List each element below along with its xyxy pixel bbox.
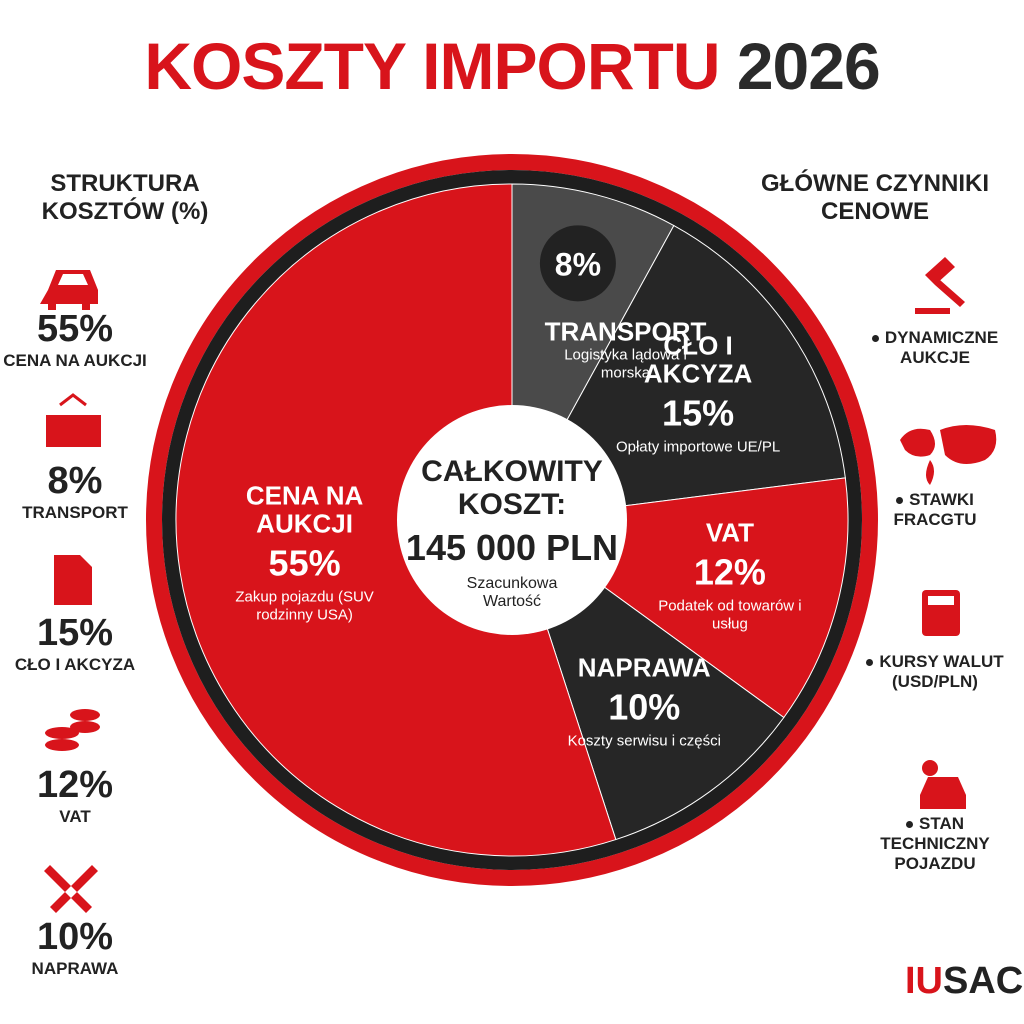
slice-label: CENA NA AUKCJI 55% Zakup pojazdu (SUV rodz… [220, 481, 390, 624]
slice-name: CENA NA AUKCJI [245, 480, 364, 539]
slice-desc: Podatek od towarów i usług [658, 597, 802, 633]
factor-item: DYNAMICZNE AUKCJE [860, 328, 1010, 368]
slice-percent: 8% [555, 246, 601, 282]
legend-icons [40, 270, 101, 913]
slice-percent: 10% [608, 686, 681, 728]
legend-item: 10% NAPRAWA [0, 916, 150, 979]
outer-ring [146, 154, 878, 886]
slice-percent: 15% [662, 392, 735, 434]
car-gear-icon [920, 777, 966, 809]
bullet [905, 821, 913, 829]
legend-name: VAT [59, 807, 91, 826]
center-note: Szacunkowa Wartość [466, 575, 558, 610]
legend-percent: 8% [47, 460, 103, 502]
slice-desc: Logistyka lądowa i morska [564, 346, 687, 382]
slice-percent: 55% [268, 542, 341, 584]
tools-icon [44, 865, 98, 913]
legend-item: 55% CENA NA AUKCJI [0, 308, 150, 371]
factor-icons [900, 257, 997, 809]
slice-label: CŁO I AKCYZA 15% Opłaty importowe UE/PL [613, 331, 783, 456]
calculator-screen [928, 596, 954, 605]
title: KOSZTY IMPORTU 2026 [0, 28, 1024, 104]
legend-name: TRANSPORT [22, 503, 128, 522]
legend-title: STRUKTURA KOSZTÓW (%) [41, 170, 209, 225]
slice-label: NAPRAWA 10% Koszty serwisu i części [559, 654, 729, 751]
legend-name: CŁO I AKCYZA [14, 655, 136, 674]
container-icon [46, 415, 101, 447]
slice-desc: Zakup pojazdu (SUV rodzinny USA) [235, 588, 374, 624]
factors-title: GŁÓWNE CZYNNIKI CENOWE [761, 170, 989, 225]
legend-item: 8% TRANSPORT [0, 460, 150, 523]
slice-label: TRANSPORT Logistyka lądowa i morska [541, 318, 711, 383]
legend-percent: 55% [36, 308, 114, 350]
slice-name: CŁO I AKCYZA [643, 329, 753, 389]
coins-icon [45, 727, 79, 739]
gear-icon [922, 760, 938, 776]
document-icon [54, 555, 92, 605]
factor-text: DYNAMICZNE AUKCJE [884, 328, 999, 367]
crane-icon [59, 393, 87, 407]
slice-percent: 12% [693, 551, 766, 593]
factor-text: STAN TECHNICZNY POJAZDU [880, 814, 990, 873]
legend-name: CENA NA AUKCJI [3, 351, 147, 370]
inner-ring [162, 170, 862, 870]
slice-name: TRANSPORT [544, 317, 707, 348]
logo-rest: SAC [943, 960, 1024, 1002]
factor-text: STAWKI FRACGTU [893, 490, 977, 529]
logo: IUSAC [905, 960, 1023, 1003]
legend-percent: 15% [36, 612, 114, 654]
legend-name: NAPRAWA [31, 959, 119, 978]
center-label: CAŁKOWITY KOSZT: 145 000 PLN Szacunkowa … [397, 455, 627, 611]
legend-item: 12% VAT [0, 764, 150, 827]
legend-percent: 12% [36, 764, 114, 806]
center-disc [397, 405, 627, 635]
bullet [896, 497, 904, 505]
coins-icon [70, 709, 100, 721]
coins-icon [45, 739, 79, 751]
pie-slice [175, 183, 617, 857]
factor-text: KURSY WALUT (USD/PLN) [879, 652, 1004, 691]
factor-item: STAWKI FRACGTU [860, 490, 1010, 530]
bullet [871, 335, 879, 343]
coins-icon [70, 721, 100, 733]
slice-label: VAT 12% Podatek od towarów i usług [645, 519, 815, 634]
gavel-icon [915, 257, 965, 314]
factor-item: KURSY WALUT (USD/PLN) [860, 652, 1010, 692]
legend-item: 15% CŁO I AKCYZA [0, 612, 150, 675]
slice-name: VAT [705, 517, 754, 548]
logo-accent: IU [905, 960, 943, 1002]
title-year: 2026 [736, 29, 881, 103]
percent-badge [539, 225, 616, 302]
slice-name: NAPRAWA [577, 652, 711, 683]
bullet [866, 659, 874, 667]
car-icon [40, 270, 98, 310]
center-title: CAŁKOWITY KOSZT: [421, 455, 603, 521]
slice-desc: Koszty serwisu i części [567, 732, 721, 750]
slice-desc: Opłaty importowe UE/PL [615, 438, 781, 456]
center-total: 145 000 PLN [405, 527, 619, 568]
factor-item: STAN TECHNICZNY POJAZDU [860, 814, 1010, 874]
map-icon [900, 425, 997, 485]
title-main: KOSZTY IMPORTU [144, 29, 720, 103]
legend-percent: 10% [36, 916, 114, 958]
